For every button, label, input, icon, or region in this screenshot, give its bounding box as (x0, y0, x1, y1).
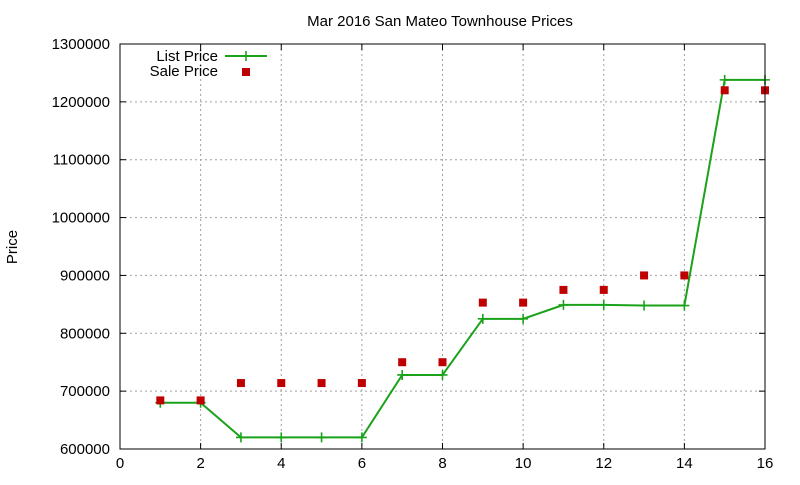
series-layer (155, 74, 770, 443)
x-tick-label: 16 (757, 455, 774, 472)
list-price-point (356, 432, 367, 443)
x-tick-label: 6 (358, 455, 366, 472)
list-price-point (235, 432, 246, 443)
list-price-point (598, 299, 609, 310)
x-tick-label: 2 (196, 455, 204, 472)
legend-marker-sale-price (242, 68, 250, 76)
sale-price-point (398, 358, 407, 367)
y-tick-label: 700000 (60, 383, 110, 400)
sale-price-point (599, 285, 608, 294)
sale-price-point (519, 298, 528, 307)
list-price-point (437, 369, 448, 380)
x-tick-label: 8 (438, 455, 446, 472)
y-tick-label: 600000 (60, 441, 110, 458)
y-tick-label: 1100000 (53, 152, 110, 169)
y-tick-label: 1300000 (52, 36, 110, 53)
sale-price-point (478, 298, 487, 307)
x-tick-label: 0 (116, 455, 124, 472)
y-tick-label: 1200000 (52, 94, 110, 111)
plot-area-border (119, 43, 766, 450)
x-tick-label: 10 (515, 455, 532, 472)
sale-price-point (277, 379, 286, 388)
y-axis-label: Price (4, 230, 21, 264)
sale-price-point (317, 379, 326, 388)
list-price-point (316, 432, 327, 443)
list-price-point (276, 432, 287, 443)
legend-label-sale-price: Sale Price (150, 63, 218, 80)
list-price-point (679, 300, 690, 311)
sale-price-point (357, 379, 366, 388)
sale-price-point (559, 285, 568, 294)
legend-label-list-price: List Price (156, 48, 218, 65)
sale-price-point (438, 358, 447, 367)
sale-price-point (640, 271, 649, 280)
legend: List Price Sale Price (150, 48, 267, 80)
x-tick-label: 14 (676, 455, 693, 472)
list-price-point (639, 300, 650, 311)
chart-title: Mar 2016 San Mateo Townhouse Prices (307, 13, 573, 30)
y-tick-label: 900000 (60, 267, 110, 284)
list-price-point (518, 313, 529, 324)
sale-price-point (680, 271, 689, 280)
sale-price-point (156, 396, 165, 405)
y-tick-label: 1000000 (52, 210, 110, 227)
grid-layer (120, 44, 765, 449)
sale-price-point (720, 86, 729, 95)
list-price-point (719, 74, 730, 85)
list-price-point (477, 313, 488, 324)
y-tick-label: 800000 (60, 325, 110, 342)
x-tick-label: 12 (595, 455, 612, 472)
list-price-line (160, 78, 765, 439)
list-price-point (397, 369, 408, 380)
sale-price-point (196, 396, 205, 405)
list-price-point (558, 299, 569, 310)
sale-price-point (236, 379, 245, 388)
legend-marker-list-price (241, 51, 251, 61)
x-tick-label: 4 (277, 455, 285, 472)
